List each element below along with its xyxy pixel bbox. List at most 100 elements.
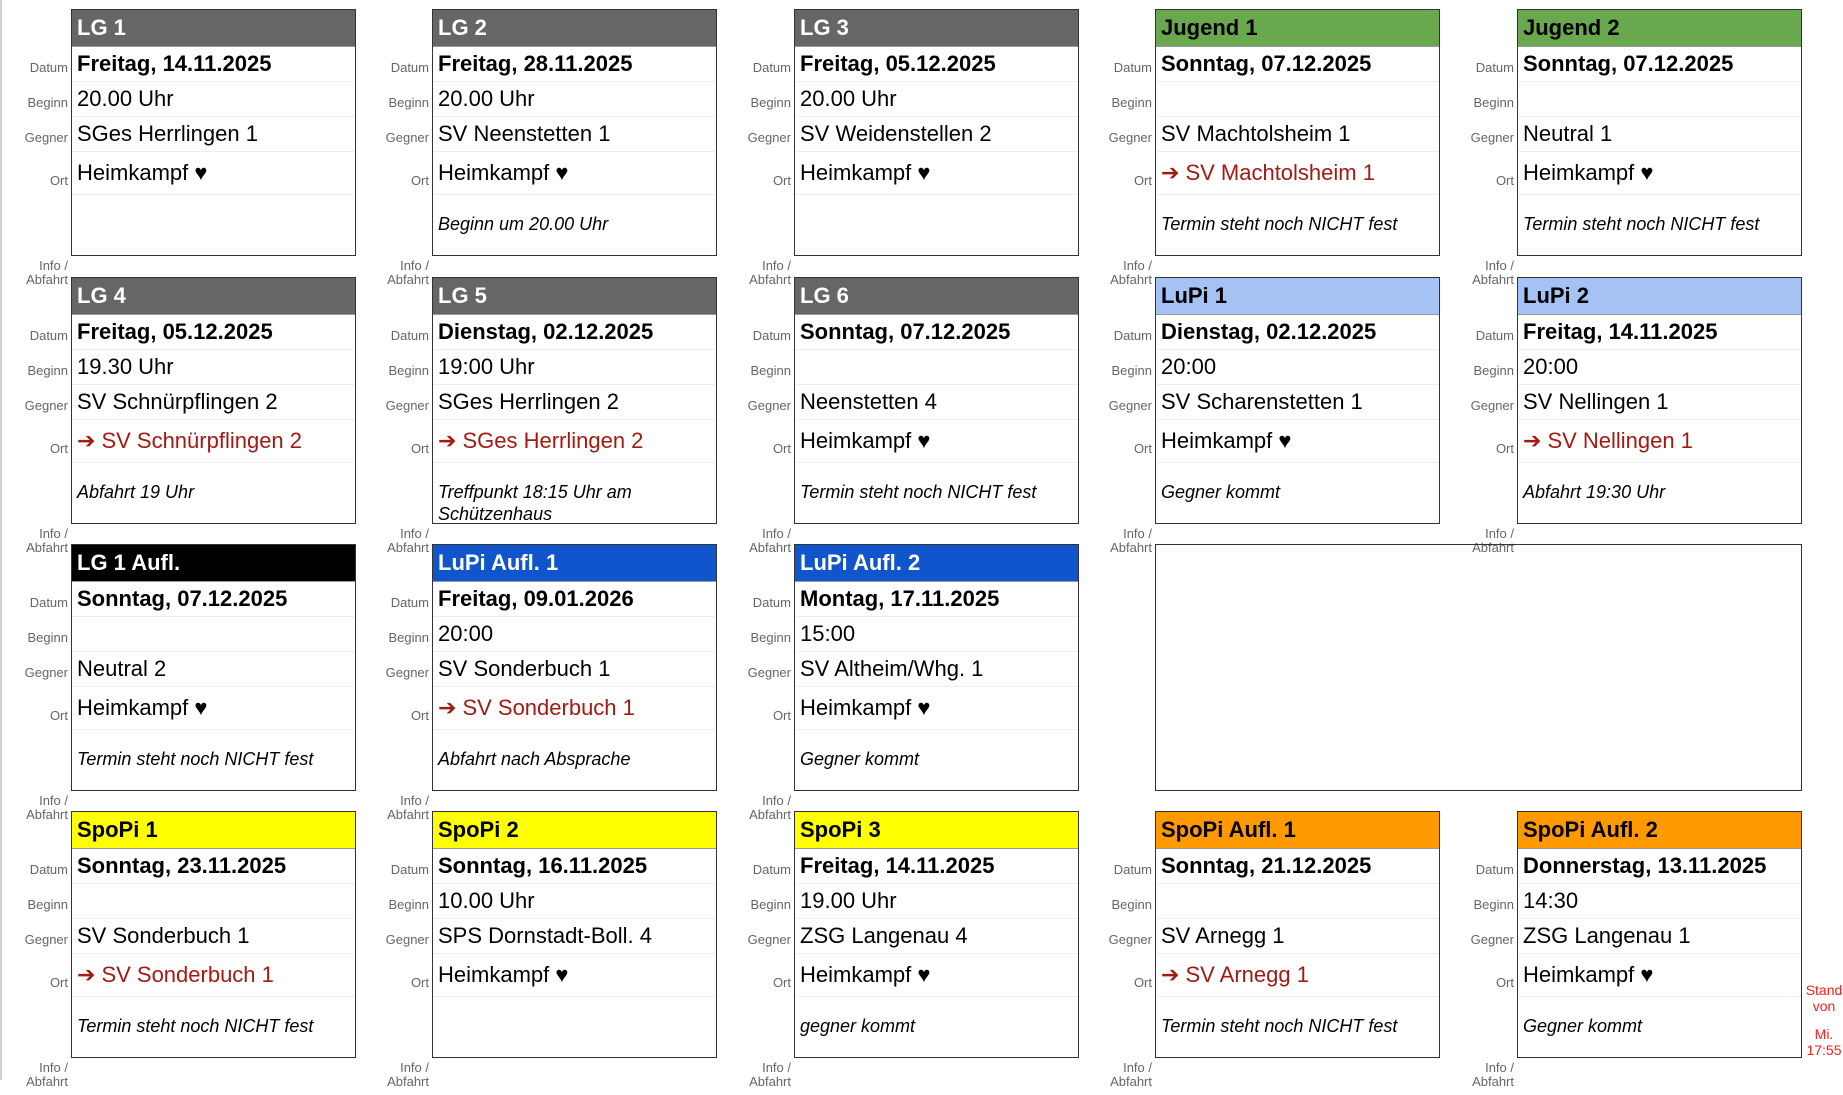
datum-value: Sonntag, 21.12.2025 <box>1161 853 1372 878</box>
gegner-row: Gegner SGes Herrlingen 2 <box>386 385 716 420</box>
datum-row: Datum Freitag, 14.11.2025 <box>1476 315 1801 350</box>
info-value: Gegner kommt <box>1523 1016 1643 1036</box>
ort-row: Ort ➔ SV Nellingen 1 <box>1496 420 1801 463</box>
beginn-row: Beginn 20.00 Uhr <box>389 82 716 117</box>
beginn-row: Beginn 20:00 <box>1112 350 1439 385</box>
datum-row: Datum Dienstag, 02.12.2025 <box>391 315 716 350</box>
datum-label: Datum <box>1475 60 1514 75</box>
info-row: Info / Abfahrt Gegner kommt <box>1110 463 1439 561</box>
gegner-value: Neutral 2 <box>77 656 167 681</box>
info-label: Info / Abfahrt <box>26 526 68 555</box>
beginn-label: Beginn <box>388 95 429 110</box>
beginn-row: Beginn 19.30 Uhr <box>28 350 355 385</box>
datum-row: Datum Sonntag, 21.12.2025 <box>1114 849 1439 884</box>
datum-label: Datum <box>1113 862 1152 877</box>
datum-value: Dienstag, 02.12.2025 <box>1161 319 1377 344</box>
team-title: SpoPi 3 <box>795 812 1078 849</box>
datum-row: Datum Donnerstag, 13.11.2025 <box>1476 849 1801 884</box>
beginn-row: Beginn 20:00 <box>1474 350 1801 385</box>
ort-value: SV Sonderbuch 1 <box>101 962 274 987</box>
beginn-value: 20:00 <box>1161 354 1217 379</box>
ort-row: Ort Heimkampf ♥ <box>773 954 1078 997</box>
info-row: Info / Abfahrt <box>387 997 716 1095</box>
gegner-label: Gegner <box>24 398 68 413</box>
gegner-value: SV Nellingen 1 <box>1523 389 1669 414</box>
team-title: SpoPi Aufl. 2 <box>1518 812 1801 849</box>
ort-row: Ort Heimkampf ♥ <box>773 687 1078 730</box>
beginn-label: Beginn <box>1473 363 1514 378</box>
ort-value: Heimkampf ♥ <box>438 160 569 185</box>
match-card: LuPi 1 Datum Dienstag, 02.12.2025 Beginn 20:… <box>1109 277 1440 555</box>
ort-label: Ort <box>49 441 68 456</box>
stand-von: von <box>1812 998 1836 1014</box>
match-card: LG 1 Datum Freitag, 14.11.2025 Beginn 20.00 … <box>25 9 356 287</box>
ort-value: Heimkampf ♥ <box>800 160 931 185</box>
datum-value: Freitag, 28.11.2025 <box>438 51 633 76</box>
match-card: LG 4 Datum Freitag, 05.12.2025 Beginn 19.30 … <box>25 277 356 555</box>
beginn-label: Beginn <box>388 363 429 378</box>
info-label: Info / Abfahrt <box>387 793 429 822</box>
ort-label: Ort <box>1495 173 1514 188</box>
gegner-row: Gegner SV Sonderbuch 1 <box>386 652 716 687</box>
info-label: Info / Abfahrt <box>387 526 429 555</box>
gegner-label: Gegner <box>747 932 791 947</box>
datum-label: Datum <box>752 60 791 75</box>
info-value: Termin steht noch NICHT fest <box>800 482 1037 502</box>
gegner-row: Gegner Neenstetten 4 <box>748 385 1078 420</box>
ort-label: Ort <box>49 975 68 990</box>
gegner-row: Gegner Neutral 1 <box>1471 117 1801 152</box>
team-title: LuPi Aufl. 1 <box>433 545 716 582</box>
datum-label: Datum <box>390 60 429 75</box>
info-value: Gegner kommt <box>1161 482 1281 502</box>
match-card: SpoPi Aufl. 1 Datum Sonntag, 21.12.2025 Beg… <box>1109 811 1440 1089</box>
gegner-value: SPS Dornstadt-Boll. 4 <box>438 923 652 948</box>
ort-value: SV Nellingen 1 <box>1547 428 1693 453</box>
beginn-label: Beginn <box>388 630 429 645</box>
ort-value: SGes Herrlingen 2 <box>462 428 644 453</box>
datum-row: Datum Sonntag, 07.12.2025 <box>753 315 1078 350</box>
info-value: Termin steht noch NICHT fest <box>77 749 314 769</box>
info-row: Info / Abfahrt <box>749 195 1078 293</box>
info-row: Info / Abfahrt Gegner kommt <box>1472 997 1801 1095</box>
info-row: Info / Abfahrt Treffpunkt 18:15 Uhr am Sc… <box>387 463 716 561</box>
datum-value: Montag, 17.11.2025 <box>800 586 1000 611</box>
datum-row: Datum Freitag, 28.11.2025 <box>391 47 716 82</box>
team-title: SpoPi 2 <box>433 812 716 849</box>
datum-row: Datum Sonntag, 07.12.2025 <box>30 582 355 617</box>
beginn-value: 19.30 Uhr <box>77 354 174 379</box>
ort-value: Heimkampf ♥ <box>1161 428 1292 453</box>
gegner-value: Neenstetten 4 <box>800 389 937 414</box>
stand-note: Stand von Mi. 17:55 <box>1802 982 1843 1058</box>
ort-label: Ort <box>1133 173 1152 188</box>
gegner-label: Gegner <box>747 398 791 413</box>
beginn-row: Beginn <box>1112 82 1439 117</box>
gegner-row: Gegner SV Arnegg 1 <box>1109 919 1439 954</box>
team-title: LG 4 <box>72 278 355 315</box>
info-value: Beginn um 20.00 Uhr <box>438 214 609 234</box>
team-title: SpoPi 1 <box>72 812 355 849</box>
info-row: Info / Abfahrt Termin steht noch NICHT fe… <box>749 463 1078 561</box>
ort-row: Ort ➔ SV Sonderbuch 1 <box>50 954 355 997</box>
info-row: Info / Abfahrt Termin steht noch NICHT fe… <box>1110 195 1439 293</box>
beginn-value: 20.00 Uhr <box>77 86 174 111</box>
team-title: Jugend 2 <box>1518 10 1801 47</box>
beginn-row: Beginn 19:00 Uhr <box>389 350 716 385</box>
arrow-right-icon: ➔ <box>77 428 96 453</box>
team-title: LG 3 <box>795 10 1078 47</box>
gegner-label: Gegner <box>1470 932 1514 947</box>
arrow-right-icon: ➔ <box>438 695 457 720</box>
info-label: Info / Abfahrt <box>1110 526 1152 555</box>
datum-value: Sonntag, 16.11.2025 <box>438 853 648 878</box>
match-card: Jugend 1 Datum Sonntag, 07.12.2025 Beginn Ge… <box>1109 9 1440 287</box>
gegner-label: Gegner <box>24 130 68 145</box>
datum-label: Datum <box>390 328 429 343</box>
ort-value: Heimkampf ♥ <box>77 695 208 720</box>
match-card: SpoPi 2 Datum Sonntag, 16.11.2025 Beginn 10.… <box>386 811 717 1089</box>
team-title: LG 1 <box>72 10 355 47</box>
info-row: Info / Abfahrt Abfahrt nach Absprache <box>387 730 716 828</box>
ort-value: Heimkampf ♥ <box>1523 160 1654 185</box>
datum-row: Datum Dienstag, 02.12.2025 <box>1114 315 1439 350</box>
beginn-value: 10.00 Uhr <box>438 888 535 913</box>
ort-row: Ort ➔ SGes Herrlingen 2 <box>411 420 716 463</box>
ort-label: Ort <box>410 441 429 456</box>
